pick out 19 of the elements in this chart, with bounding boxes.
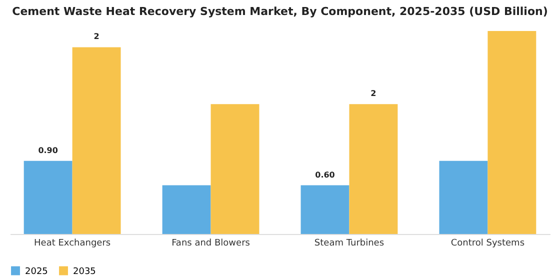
x-tick-label: Fans and Blowers xyxy=(172,238,250,248)
x-tick-label: Control Systems xyxy=(450,238,525,248)
legend-label: 2035 xyxy=(73,266,96,277)
data-label: 0.60 xyxy=(315,170,336,180)
data-label: 2 xyxy=(370,89,376,98)
bar xyxy=(24,160,72,234)
data-label: 0.90 xyxy=(38,146,58,155)
bar xyxy=(72,47,121,234)
bar xyxy=(488,31,536,234)
data-label: 2 xyxy=(94,32,100,42)
x-tick-label: Steam Turbines xyxy=(314,238,384,248)
bar xyxy=(210,104,260,234)
bar xyxy=(162,185,211,234)
legend-label: 2025 xyxy=(25,266,48,277)
bar xyxy=(300,185,350,234)
x-tick-label: Heat Exchangers xyxy=(34,238,111,248)
bar xyxy=(439,160,488,234)
bar xyxy=(349,104,398,234)
chart-title: Cement Waste Heat Recovery System Market, By Component, 2025-2035 (USD Billion) xyxy=(12,5,548,18)
